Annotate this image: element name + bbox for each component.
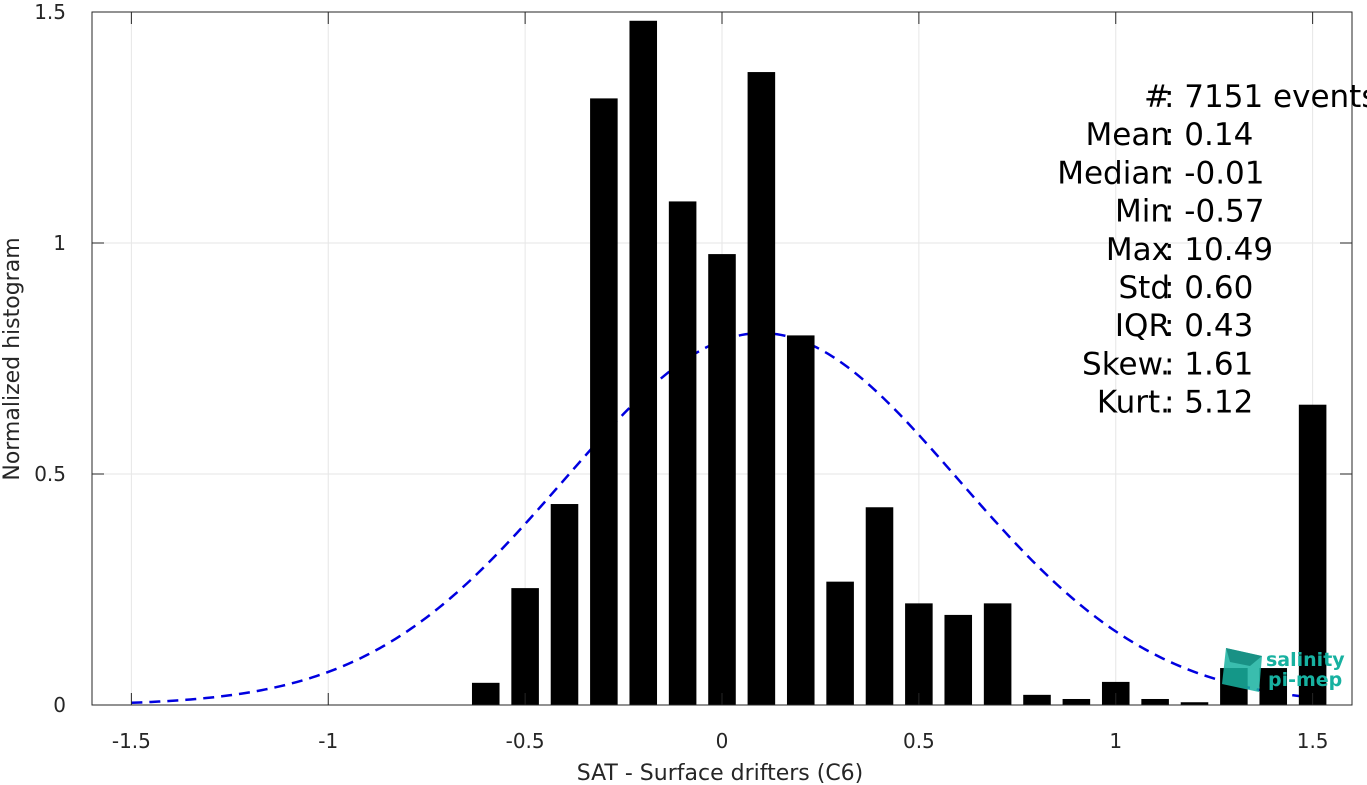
logo-text-line2: pi-mep xyxy=(1268,669,1342,691)
histogram-bar xyxy=(668,201,697,706)
y-axis-label: Normalized histogram xyxy=(0,237,25,480)
histogram-bar xyxy=(550,504,579,705)
stat-value: : 5.12 xyxy=(1164,385,1253,421)
logo-mark-shade-icon xyxy=(1226,648,1262,666)
stat-label: Median xyxy=(1057,155,1170,191)
axes xyxy=(91,11,1353,706)
stat-label: Mean xyxy=(1086,117,1170,153)
histogram-bar xyxy=(1180,702,1209,705)
stat-label: Min xyxy=(1115,194,1170,230)
histogram-bar xyxy=(944,614,973,705)
x-tick-labels: -1.5 -1 -0.5 0 0.5 1 1.5 xyxy=(112,729,1329,753)
x-tick-label: -1 xyxy=(318,729,338,753)
stat-value: : 0.43 xyxy=(1164,308,1253,344)
stat-value: : -0.01 xyxy=(1164,155,1265,191)
stat-value: : 10.49 xyxy=(1164,232,1273,268)
x-axis-label: SAT - Surface drifters (C6) xyxy=(577,761,864,785)
histogram-bar xyxy=(1062,698,1091,705)
stat-label: Kurt. xyxy=(1097,385,1170,421)
x-tick-label: 0.5 xyxy=(903,729,935,753)
histogram-bar xyxy=(905,603,933,705)
histogram-bar xyxy=(629,20,658,705)
stat-value: : 0.14 xyxy=(1164,117,1253,153)
stat-value: : 7151 events xyxy=(1164,79,1367,115)
y-tick-label: 0.5 xyxy=(34,462,66,486)
y-tick-label: 1.5 xyxy=(34,0,66,24)
salinity-pi-mep-logo: salinity pi-mep xyxy=(1222,648,1345,692)
histogram-bar xyxy=(1259,668,1288,705)
histogram-bar xyxy=(1298,404,1327,705)
histogram-bar xyxy=(865,507,894,705)
y-tick-label: 0 xyxy=(53,693,66,717)
histogram-bars xyxy=(471,20,1327,706)
x-tick-label: 1 xyxy=(1109,729,1122,753)
histogram-bar xyxy=(511,588,539,705)
histogram-bar xyxy=(747,72,776,705)
stat-label: Max xyxy=(1106,232,1170,268)
stat-label: Skew. xyxy=(1082,346,1170,382)
histogram-bar xyxy=(471,682,500,705)
x-tick-label: 1.5 xyxy=(1297,729,1329,753)
histogram-bar xyxy=(708,254,736,705)
stat-value: : 0.60 xyxy=(1164,270,1253,306)
histogram-bar xyxy=(590,98,618,705)
histogram-bar xyxy=(1023,694,1051,705)
x-tick-label: -1.5 xyxy=(112,729,151,753)
stat-label: # xyxy=(1144,79,1170,115)
y-tick-label: 1 xyxy=(53,231,66,255)
x-tick-label: 0 xyxy=(716,729,729,753)
stat-label: IQR xyxy=(1115,308,1170,344)
y-tick-labels: 0 0.5 1 1.5 xyxy=(34,0,66,717)
histogram-bar xyxy=(826,581,854,705)
logo-text-line1: salinity xyxy=(1266,649,1345,671)
stat-label: Std xyxy=(1118,270,1170,306)
stat-value: : 1.61 xyxy=(1164,346,1253,382)
histogram-bar xyxy=(786,335,815,705)
histogram-bar xyxy=(1141,698,1169,705)
histogram-bar xyxy=(983,603,1012,705)
x-tick-label: -0.5 xyxy=(506,729,545,753)
stat-value: : -0.57 xyxy=(1164,194,1265,230)
